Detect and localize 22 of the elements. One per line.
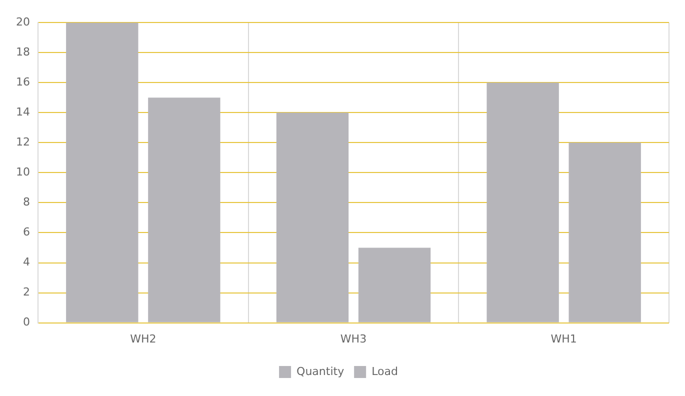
y-tick-label: 6: [22, 226, 30, 239]
x-tick-label: WH1: [550, 332, 577, 346]
y-tick-label: 4: [22, 256, 30, 269]
bar: [66, 22, 138, 322]
bar: [276, 112, 349, 322]
bar: [358, 248, 431, 322]
y-tick-label: 8: [22, 196, 30, 209]
y-tick-label: 20: [16, 15, 30, 28]
y-tick-label: 14: [16, 106, 30, 119]
legend-label: Quantity: [296, 364, 345, 378]
y-tick-label: 16: [16, 76, 30, 88]
legend-label: Load: [372, 364, 398, 378]
y-tick-label: 2: [22, 286, 30, 299]
bar: [568, 142, 641, 322]
bar: [148, 98, 220, 322]
x-tick-label: WH3: [340, 332, 367, 346]
y-tick-label: 12: [16, 136, 30, 149]
bar: [486, 82, 559, 322]
y-tick-label: 10: [16, 166, 30, 179]
y-tick-label: 0: [22, 316, 30, 329]
y-tick-label: 18: [16, 45, 30, 58]
x-tick-label: WH2: [130, 332, 156, 346]
